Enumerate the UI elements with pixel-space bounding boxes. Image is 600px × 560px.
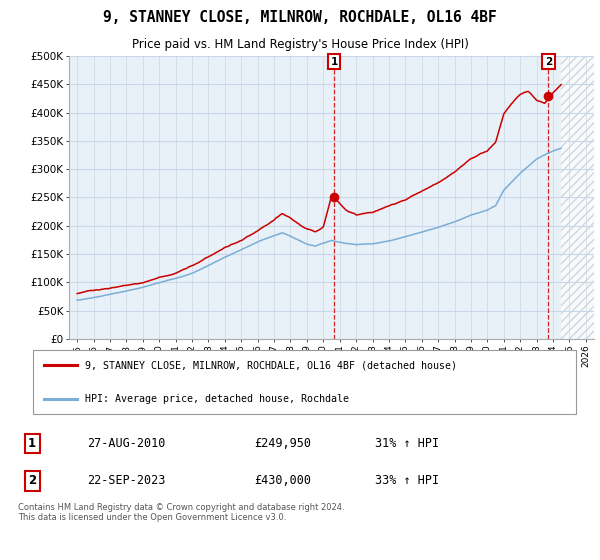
FancyBboxPatch shape bbox=[33, 350, 577, 414]
Text: 33% ↑ HPI: 33% ↑ HPI bbox=[375, 474, 439, 487]
Text: Price paid vs. HM Land Registry's House Price Index (HPI): Price paid vs. HM Land Registry's House … bbox=[131, 38, 469, 51]
Text: £249,950: £249,950 bbox=[254, 437, 311, 450]
Bar bbox=[561, 56, 594, 339]
Text: £430,000: £430,000 bbox=[254, 474, 311, 487]
Text: HPI: Average price, detached house, Rochdale: HPI: Average price, detached house, Roch… bbox=[85, 394, 349, 404]
Bar bbox=[561, 56, 594, 339]
Text: 27-AUG-2010: 27-AUG-2010 bbox=[87, 437, 165, 450]
Text: 22-SEP-2023: 22-SEP-2023 bbox=[87, 474, 165, 487]
Text: 9, STANNEY CLOSE, MILNROW, ROCHDALE, OL16 4BF (detached house): 9, STANNEY CLOSE, MILNROW, ROCHDALE, OL1… bbox=[85, 361, 457, 370]
Text: 1: 1 bbox=[28, 437, 36, 450]
Text: 9, STANNEY CLOSE, MILNROW, ROCHDALE, OL16 4BF: 9, STANNEY CLOSE, MILNROW, ROCHDALE, OL1… bbox=[103, 11, 497, 25]
Text: 2: 2 bbox=[28, 474, 36, 487]
Text: 31% ↑ HPI: 31% ↑ HPI bbox=[375, 437, 439, 450]
Text: 2: 2 bbox=[545, 57, 552, 67]
Text: Contains HM Land Registry data © Crown copyright and database right 2024.
This d: Contains HM Land Registry data © Crown c… bbox=[18, 503, 344, 522]
Text: 1: 1 bbox=[331, 57, 338, 67]
